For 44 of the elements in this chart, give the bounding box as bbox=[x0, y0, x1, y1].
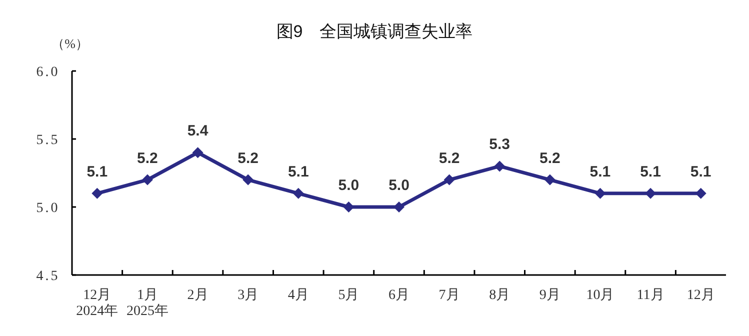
data-label: 5.4 bbox=[187, 122, 209, 140]
point bbox=[292, 188, 304, 199]
data-label: 5.1 bbox=[690, 163, 712, 180]
data-label: 5.2 bbox=[438, 150, 460, 167]
x-tick-label: 7月 bbox=[438, 288, 460, 303]
data-label: 5.1 bbox=[86, 163, 108, 180]
x-tick-label: 9月 bbox=[539, 288, 560, 303]
y-tick-label: 5.5 bbox=[36, 133, 60, 148]
x-tick-label: 12月 2024年 bbox=[76, 288, 118, 320]
x-tick-label: 10月 bbox=[586, 288, 614, 303]
x-tick-label: 5月 bbox=[338, 288, 360, 303]
y-tick-label: 5.0 bbox=[36, 201, 60, 216]
point bbox=[695, 188, 706, 199]
x-tick-label: 8月 bbox=[489, 288, 510, 303]
point bbox=[444, 174, 455, 186]
point bbox=[142, 174, 153, 186]
point bbox=[494, 160, 506, 172]
point bbox=[343, 202, 354, 212]
chart-title: 图9 全国城镇调查失业率 bbox=[276, 22, 473, 41]
point bbox=[594, 188, 606, 199]
point bbox=[92, 188, 103, 199]
data-label: 5.3 bbox=[489, 136, 510, 154]
y-tick-label: 6.0 bbox=[36, 65, 60, 80]
x-tick-label: 1月 2025年 bbox=[126, 288, 168, 320]
point bbox=[544, 174, 556, 186]
x-tick-label: 12月 bbox=[686, 288, 715, 303]
x-tick-label: 6月 bbox=[388, 288, 410, 303]
data-label: 5.2 bbox=[137, 150, 158, 167]
data-label: 5.2 bbox=[238, 150, 259, 167]
x-tick-label: 4月 bbox=[288, 288, 309, 303]
y-axis-title: （%） bbox=[52, 36, 88, 51]
data-label: 5.0 bbox=[338, 177, 360, 194]
data-label: 5.1 bbox=[640, 163, 661, 180]
data-label: 5.1 bbox=[590, 163, 611, 180]
y-tick-label: 4.5 bbox=[36, 269, 60, 284]
data-label: 5.1 bbox=[288, 163, 309, 180]
point bbox=[192, 147, 204, 158]
point bbox=[242, 174, 254, 186]
data-label: 5.2 bbox=[539, 150, 560, 167]
x-tick-label: 11月 bbox=[636, 288, 664, 303]
x-tick-label: 3月 bbox=[238, 288, 259, 303]
point bbox=[394, 202, 404, 212]
data-label: 5.0 bbox=[388, 177, 410, 194]
x-tick-label: 2月 bbox=[187, 288, 208, 303]
